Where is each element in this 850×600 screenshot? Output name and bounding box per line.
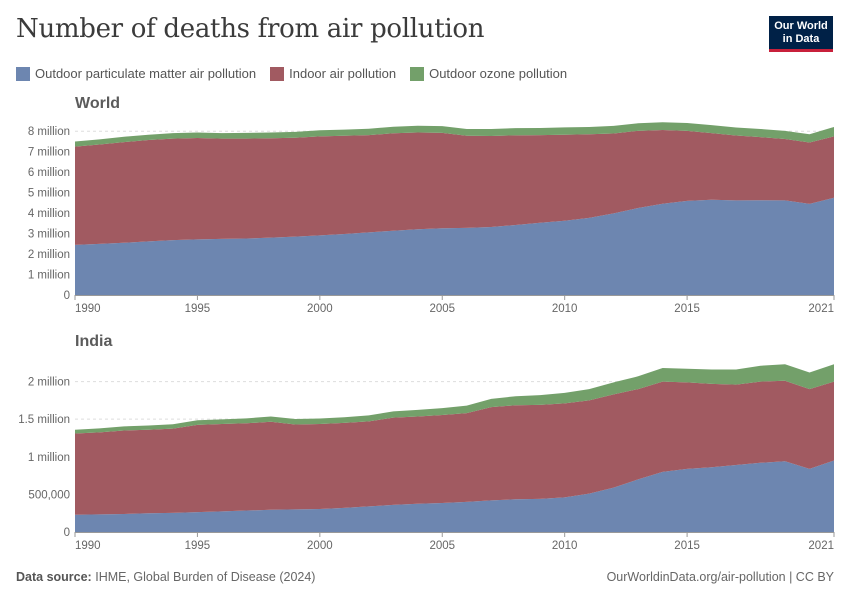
area-india-indoor [75,380,834,515]
area-india-outdoor-pm [75,460,834,532]
ytick-label-india-2: 1 million [28,452,70,464]
xtick-label-world-3: 2005 [429,303,455,315]
ytick-label-world-0: 0 [64,290,70,302]
chart-title: Number of deaths from air pollution [16,14,485,44]
ytick-label-india-0: 0 [64,527,70,539]
xtick-label-world-5: 2015 [674,303,700,315]
legend-item-indoor[interactable]: Indoor air pollution [270,66,396,81]
legend-swatch-ozone [410,66,425,81]
legend-item-ozone[interactable]: Outdoor ozone pollution [410,66,567,81]
xtick-label-india-3: 2005 [429,540,455,552]
xtick-label-world-2: 2000 [307,303,333,315]
legend: Outdoor particulate matter air pollution… [16,66,567,81]
footer-credit[interactable]: OurWorldinData.org/air-pollution | CC BY [606,570,834,584]
ytick-label-india-1: 500,000 [28,489,70,501]
xtick-label-india-6: 2021 [808,540,834,552]
ytick-label-world-2: 2 million [28,249,70,261]
xtick-label-india-2: 2000 [307,540,333,552]
area-world-ozone [75,122,834,147]
ytick-label-world-7: 7 million [28,147,70,159]
legend-swatch-indoor [270,66,285,81]
xtick-label-india-4: 2010 [552,540,578,552]
legend-label-outdoor-pm: Outdoor particulate matter air pollution [35,66,257,81]
xtick-label-world-0: 1990 [75,303,101,315]
panel-title-india: India [75,333,113,350]
xtick-label-india-5: 2015 [674,540,700,552]
ytick-label-world-8: 8 million [28,126,70,138]
xtick-label-world-1: 1995 [185,303,211,315]
legend-label-indoor: Indoor air pollution [289,66,397,81]
footer-source-text: IHME, Global Burden of Disease (2024) [95,570,316,584]
ytick-label-world-1: 1 million [28,270,70,282]
area-world-outdoor-pm [75,197,834,295]
ytick-label-india-4: 2 million [28,377,70,389]
logo-line-2: in Data [782,32,820,45]
xtick-label-india-0: 1990 [75,540,101,552]
area-world-indoor [75,130,834,245]
owid-logo[interactable]: Our World in Data [769,16,833,52]
ytick-label-india-3: 1.5 million [18,414,70,426]
ytick-label-world-3: 3 million [28,229,70,241]
ytick-label-world-6: 6 million [28,167,70,179]
xtick-label-world-4: 2010 [552,303,578,315]
ytick-label-world-5: 5 million [28,188,70,200]
ytick-label-world-4: 4 million [28,208,70,220]
xtick-label-world-6: 2021 [808,303,834,315]
xtick-label-india-1: 1995 [185,540,211,552]
logo-line-1: Our World [774,19,828,32]
footer-source: Data source: IHME, Global Burden of Dise… [16,570,315,584]
footer-source-label: Data source: [16,570,92,584]
panel-title-world: World [75,95,121,112]
legend-swatch-outdoor-pm [16,66,30,81]
area-india-ozone [75,364,834,434]
legend-label-ozone: Outdoor ozone pollution [429,66,568,81]
legend-item-outdoor-pm[interactable]: Outdoor particulate matter air pollution [16,66,256,81]
